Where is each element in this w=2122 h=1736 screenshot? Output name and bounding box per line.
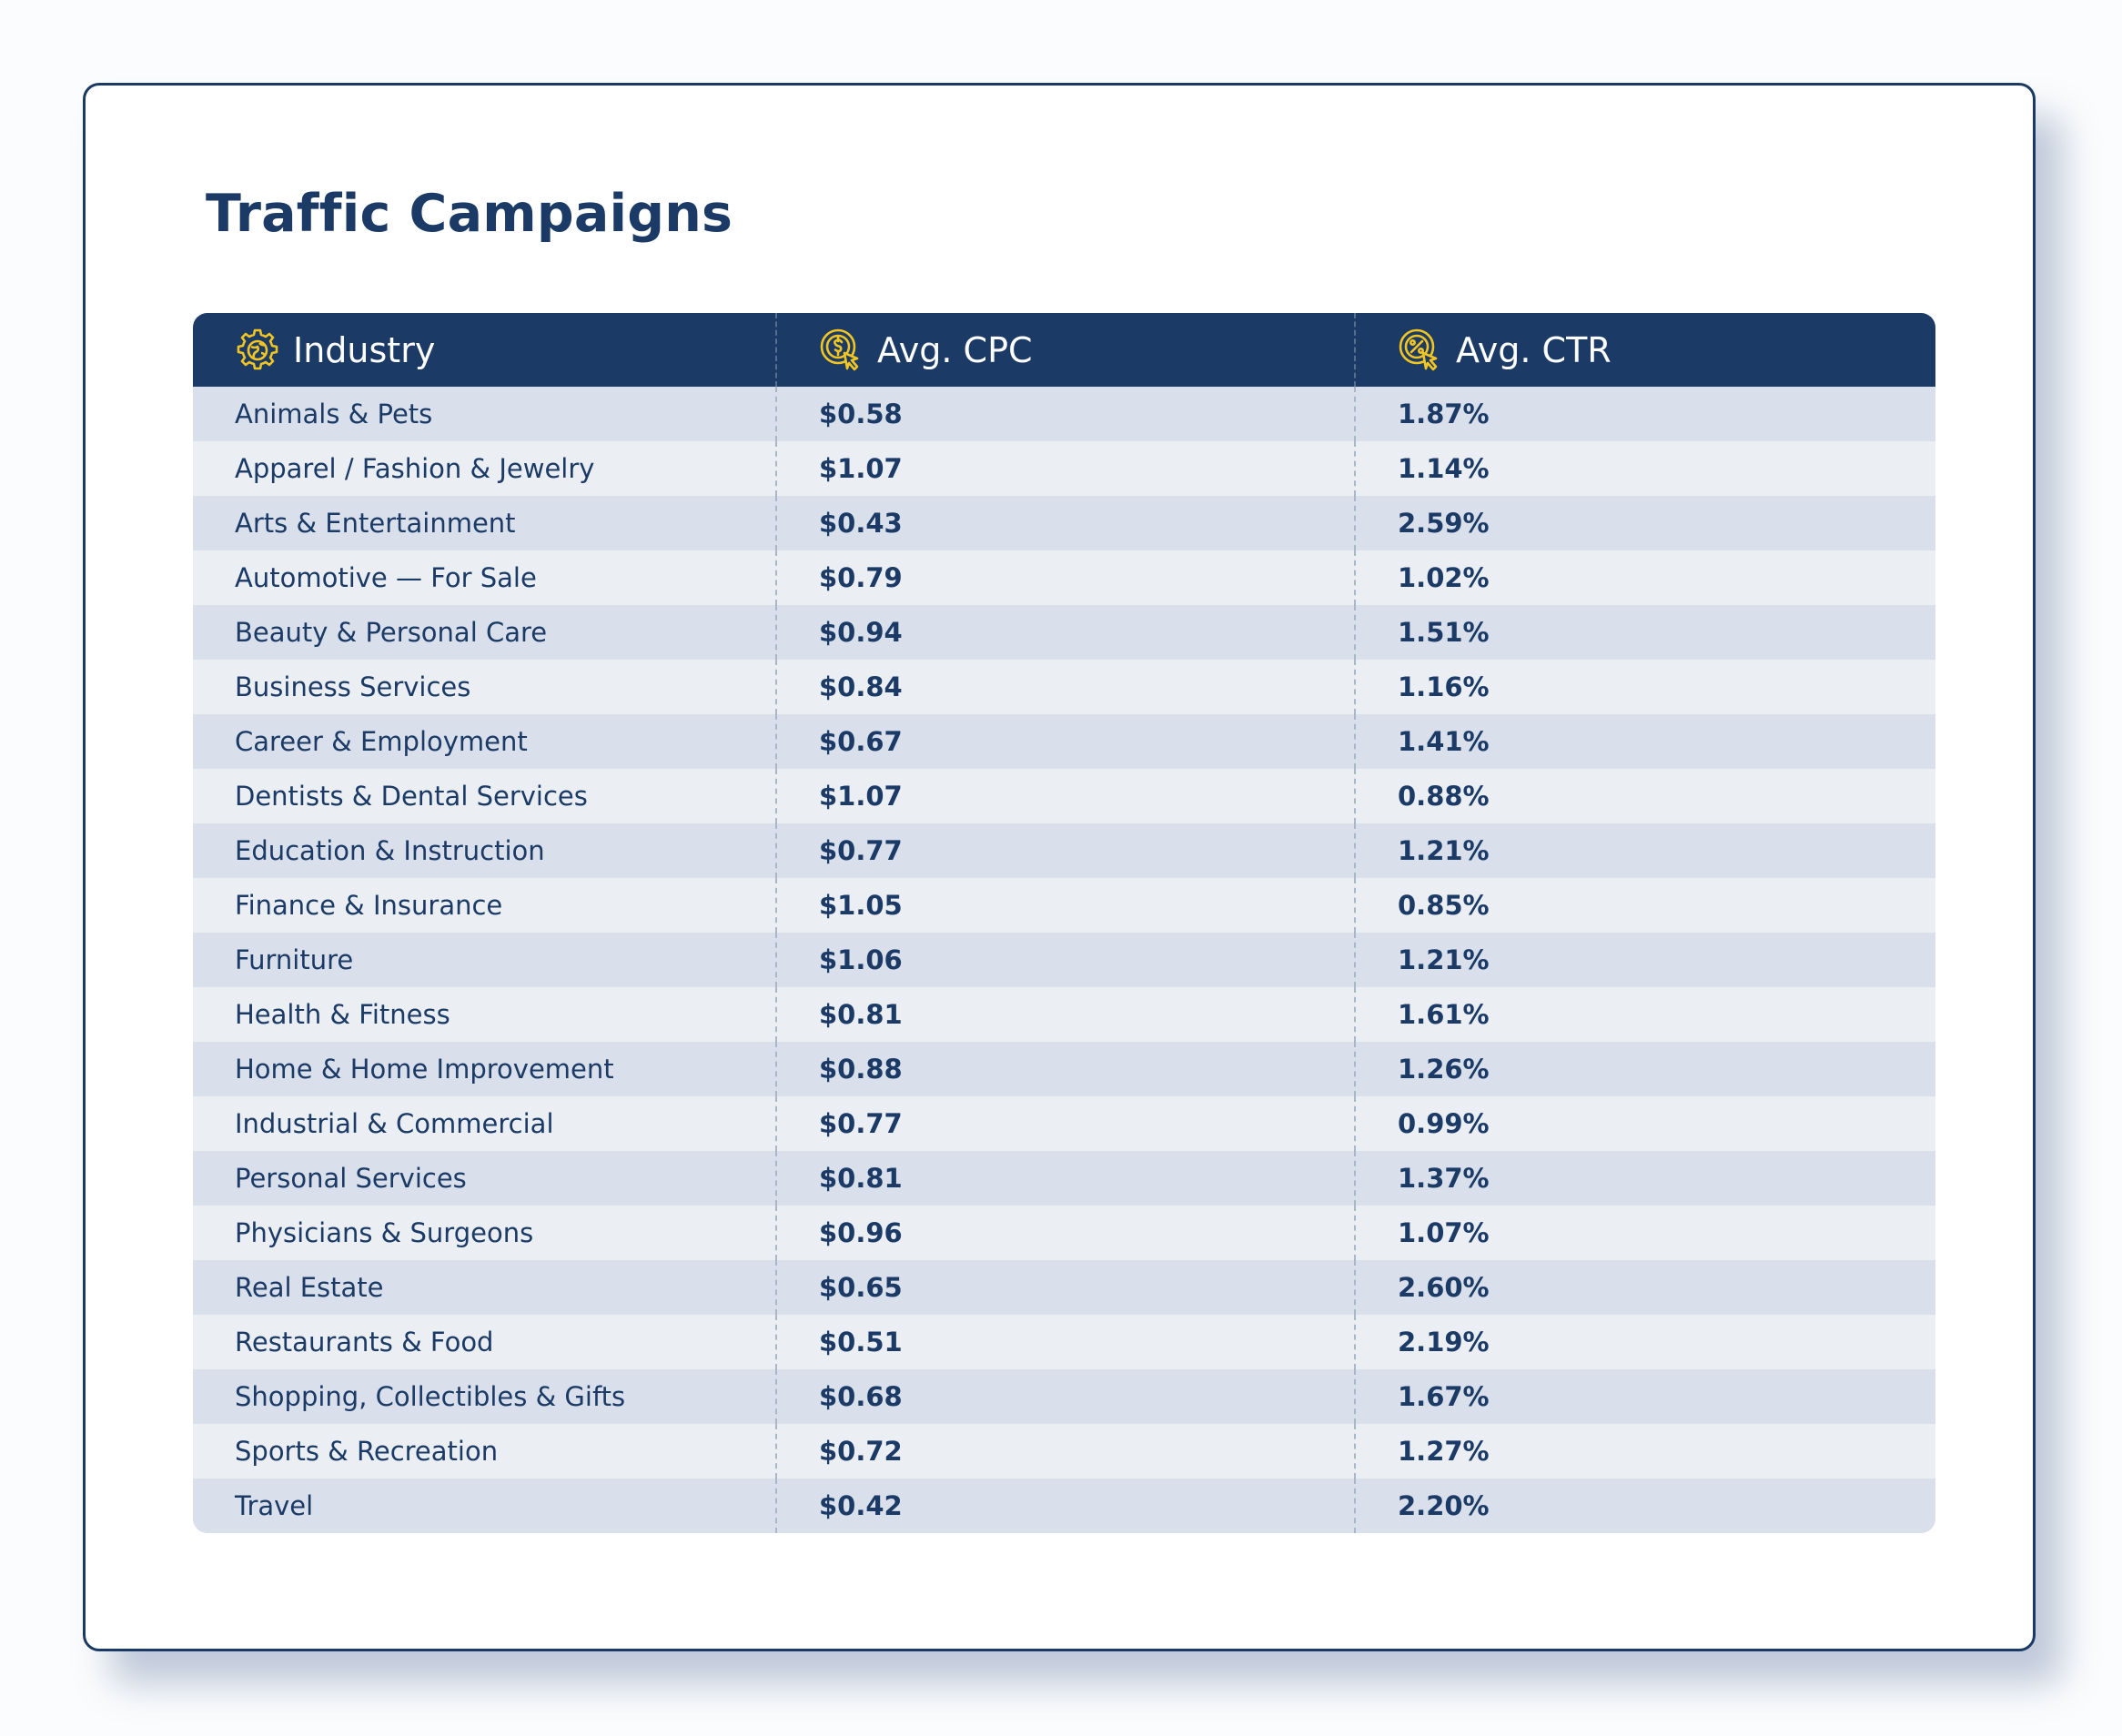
cell-cpc: $1.07 bbox=[775, 769, 1354, 823]
cell-cpc: $0.43 bbox=[775, 496, 1354, 550]
table-row: Finance & Insurance $1.05 0.85% bbox=[193, 878, 1935, 933]
data-table: Industry Avg. CPC bbox=[193, 313, 1935, 1533]
cell-cpc: $0.88 bbox=[775, 1042, 1354, 1096]
cell-cpc: $0.68 bbox=[775, 1369, 1354, 1424]
cell-ctr: 1.16% bbox=[1354, 660, 1935, 714]
cell-industry: Sports & Recreation bbox=[235, 1436, 499, 1467]
cell-industry: Furniture bbox=[235, 944, 354, 975]
cell-cpc: $0.77 bbox=[775, 1096, 1354, 1151]
cell-industry: Restaurants & Food bbox=[235, 1327, 494, 1358]
cell-ctr: 0.99% bbox=[1354, 1096, 1935, 1151]
cell-industry: Personal Services bbox=[235, 1163, 467, 1194]
cell-ctr: 1.26% bbox=[1354, 1042, 1935, 1096]
cell-ctr: 1.27% bbox=[1354, 1424, 1935, 1479]
cell-cpc: $1.05 bbox=[775, 878, 1354, 933]
table-row: Business Services $0.84 1.16% bbox=[193, 660, 1935, 714]
header-industry: Industry bbox=[193, 313, 775, 387]
table-row: Industrial & Commercial $0.77 0.99% bbox=[193, 1096, 1935, 1151]
cell-industry: Home & Home Improvement bbox=[235, 1054, 614, 1085]
cell-cpc: $0.65 bbox=[775, 1260, 1354, 1315]
cell-industry: Beauty & Personal Care bbox=[235, 617, 548, 648]
cell-ctr: 1.21% bbox=[1354, 823, 1935, 878]
cell-industry: Arts & Entertainment bbox=[235, 508, 516, 539]
table-row: Personal Services $0.81 1.37% bbox=[193, 1151, 1935, 1206]
cell-ctr: 1.67% bbox=[1354, 1369, 1935, 1424]
table-row: Travel $0.42 2.20% bbox=[193, 1479, 1935, 1533]
table-row: Automotive — For Sale $0.79 1.02% bbox=[193, 550, 1935, 605]
cell-ctr: 1.21% bbox=[1354, 933, 1935, 987]
cell-cpc: $0.81 bbox=[775, 987, 1354, 1042]
cell-cpc: $0.72 bbox=[775, 1424, 1354, 1479]
cell-cpc: $0.77 bbox=[775, 823, 1354, 878]
cell-ctr: 1.14% bbox=[1354, 441, 1935, 496]
cell-cpc: $0.67 bbox=[775, 714, 1354, 769]
header-label-cpc: Avg. CPC bbox=[877, 329, 1033, 370]
cell-cpc: $0.81 bbox=[775, 1151, 1354, 1206]
header-ctr: Avg. CTR bbox=[1354, 313, 1935, 387]
cell-industry: Physicians & Surgeons bbox=[235, 1217, 534, 1248]
cell-industry: Health & Fitness bbox=[235, 999, 450, 1030]
cell-cpc: $1.07 bbox=[775, 441, 1354, 496]
cell-industry: Industrial & Commercial bbox=[235, 1108, 554, 1139]
cell-industry: Animals & Pets bbox=[235, 399, 433, 429]
cell-industry: Education & Instruction bbox=[235, 835, 545, 866]
table-row: Home & Home Improvement $0.88 1.26% bbox=[193, 1042, 1935, 1096]
cell-ctr: 1.37% bbox=[1354, 1151, 1935, 1206]
cell-industry: Career & Employment bbox=[235, 726, 528, 757]
cell-cpc: $0.42 bbox=[775, 1479, 1354, 1533]
page-title: Traffic Campaigns bbox=[206, 184, 733, 244]
cell-ctr: 2.19% bbox=[1354, 1315, 1935, 1369]
table-row: Education & Instruction $0.77 1.21% bbox=[193, 823, 1935, 878]
table-header: Industry Avg. CPC bbox=[193, 313, 1935, 387]
cell-ctr: 0.88% bbox=[1354, 769, 1935, 823]
cell-ctr: 1.41% bbox=[1354, 714, 1935, 769]
table-row: Career & Employment $0.67 1.41% bbox=[193, 714, 1935, 769]
header-cpc: Avg. CPC bbox=[775, 313, 1354, 387]
dollar-cursor-icon bbox=[820, 328, 859, 370]
header-label-industry: Industry bbox=[293, 329, 436, 370]
cell-ctr: 2.60% bbox=[1354, 1260, 1935, 1315]
cell-ctr: 0.85% bbox=[1354, 878, 1935, 933]
cell-cpc: $0.84 bbox=[775, 660, 1354, 714]
cell-cpc: $0.94 bbox=[775, 605, 1354, 660]
cell-industry: Business Services bbox=[235, 671, 471, 702]
cell-cpc: $1.06 bbox=[775, 933, 1354, 987]
gear-globe-icon bbox=[237, 328, 278, 369]
cell-industry: Shopping, Collectibles & Gifts bbox=[235, 1381, 626, 1412]
cell-industry: Dentists & Dental Services bbox=[235, 781, 588, 812]
table-row: Physicians & Surgeons $0.96 1.07% bbox=[193, 1206, 1935, 1260]
header-label-ctr: Avg. CTR bbox=[1456, 329, 1612, 370]
cell-cpc: $0.79 bbox=[775, 550, 1354, 605]
cell-industry: Apparel / Fashion & Jewelry bbox=[235, 453, 595, 484]
cell-cpc: $0.58 bbox=[775, 387, 1354, 441]
cell-industry: Finance & Insurance bbox=[235, 890, 503, 921]
table-row: Sports & Recreation $0.72 1.27% bbox=[193, 1424, 1935, 1479]
table-row: Beauty & Personal Care $0.94 1.51% bbox=[193, 605, 1935, 660]
table-row: Restaurants & Food $0.51 2.19% bbox=[193, 1315, 1935, 1369]
cell-ctr: 1.51% bbox=[1354, 605, 1935, 660]
percent-cursor-icon bbox=[1399, 328, 1438, 370]
cell-ctr: 1.02% bbox=[1354, 550, 1935, 605]
cell-industry: Real Estate bbox=[235, 1272, 384, 1303]
cell-cpc: $0.96 bbox=[775, 1206, 1354, 1260]
cell-cpc: $0.51 bbox=[775, 1315, 1354, 1369]
table-row: Arts & Entertainment $0.43 2.59% bbox=[193, 496, 1935, 550]
card: Traffic Campaigns Industry bbox=[83, 83, 2036, 1651]
cell-ctr: 1.87% bbox=[1354, 387, 1935, 441]
cell-industry: Automotive — For Sale bbox=[235, 562, 537, 593]
cell-ctr: 1.07% bbox=[1354, 1206, 1935, 1260]
table-row: Health & Fitness $0.81 1.61% bbox=[193, 987, 1935, 1042]
table-row: Animals & Pets $0.58 1.87% bbox=[193, 387, 1935, 441]
table-row: Dentists & Dental Services $1.07 0.88% bbox=[193, 769, 1935, 823]
cell-ctr: 2.59% bbox=[1354, 496, 1935, 550]
table-row: Apparel / Fashion & Jewelry $1.07 1.14% bbox=[193, 441, 1935, 496]
table-row: Real Estate $0.65 2.60% bbox=[193, 1260, 1935, 1315]
cell-industry: Travel bbox=[235, 1490, 314, 1521]
cell-ctr: 1.61% bbox=[1354, 987, 1935, 1042]
table-body: Animals & Pets $0.58 1.87% Apparel / Fashio… bbox=[193, 387, 1935, 1533]
cell-ctr: 2.20% bbox=[1354, 1479, 1935, 1533]
table-row: Shopping, Collectibles & Gifts $0.68 1.67% bbox=[193, 1369, 1935, 1424]
table-row: Furniture $1.06 1.21% bbox=[193, 933, 1935, 987]
